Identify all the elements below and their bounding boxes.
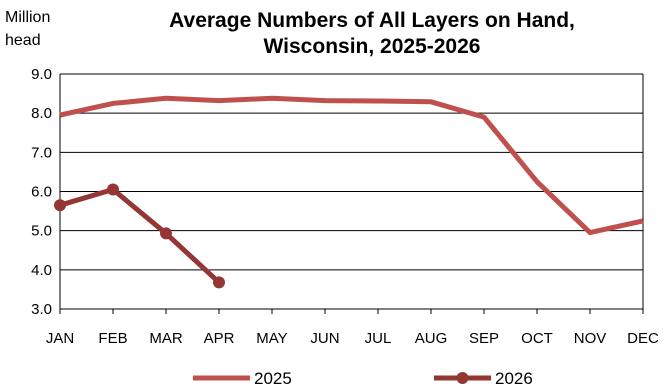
x-tick-label: SEP [469, 330, 499, 347]
x-tick-label: DEC [627, 330, 659, 347]
data-point-2026 [160, 227, 172, 240]
chart-title-line-2: Wisconsin, 2025-2026 [264, 35, 481, 58]
y-axis-unit-line-2: head [5, 32, 41, 49]
y-tick-label: 9.0 [31, 66, 52, 83]
data-point-2026 [54, 199, 66, 212]
data-point-2026 [213, 276, 225, 289]
series-line-2025 [59, 95, 644, 236]
x-tick-label: OCT [521, 330, 553, 347]
series-line-2026 [59, 187, 221, 285]
y-tick-label: 5.0 [31, 223, 52, 240]
y-tick-label: 4.0 [31, 262, 52, 279]
legend: 2025 2026 [193, 369, 533, 388]
legend-label-2026: 2026 [495, 369, 533, 388]
y-tick-label: 3.0 [31, 301, 52, 318]
x-tick-label: JUN [310, 330, 339, 347]
x-tick-label: JUL [365, 330, 392, 347]
x-tick-label: FEB [98, 330, 127, 347]
x-tick-label: JAN [46, 330, 74, 347]
x-tick-label: MAY [256, 330, 287, 347]
axes [59, 74, 644, 314]
y-tick-label: 8.0 [31, 105, 52, 122]
series [54, 95, 644, 289]
data-point-2026 [107, 183, 119, 196]
y-tick-label: 6.0 [31, 184, 52, 201]
x-tick-labels: JAN FEB MAR APR MAY JUN JUL AUG SEP OCT NOV DEC [46, 330, 659, 347]
gridlines [60, 73, 643, 310]
legend-label-2025: 2025 [254, 369, 292, 388]
legend-marker-2026 [456, 372, 469, 384]
y-tick-label: 7.0 [31, 144, 52, 161]
y-tick-labels: 9.0 8.0 7.0 6.0 5.0 4.0 3.0 [31, 66, 52, 318]
x-tick-label: NOV [574, 330, 607, 347]
chart-title-line-1: Average Numbers of All Layers on Hand, [169, 9, 575, 32]
x-tick-label: APR [204, 330, 235, 347]
x-tick-label: AUG [415, 330, 448, 347]
x-tick-label: MAR [149, 330, 183, 347]
y-axis-unit-line-1: Million [5, 9, 50, 26]
